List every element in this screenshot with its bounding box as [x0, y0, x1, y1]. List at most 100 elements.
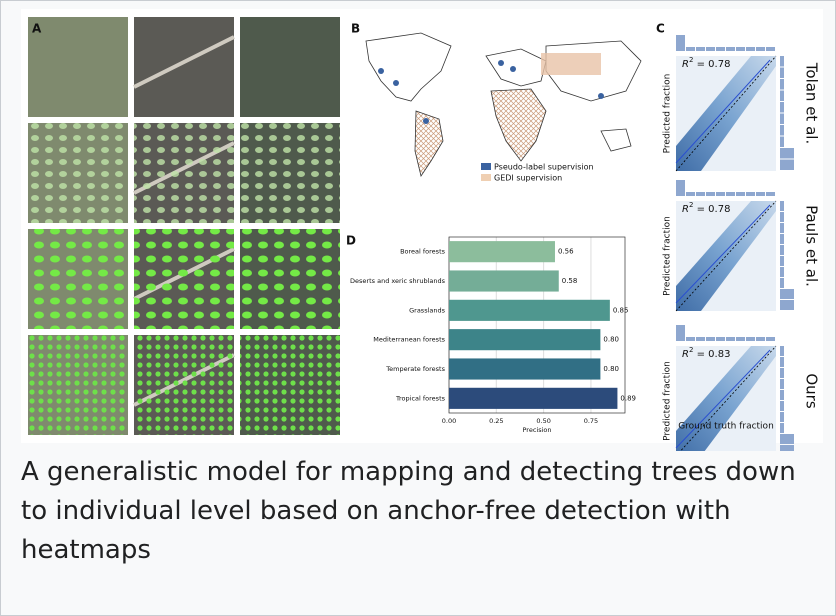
- marginal-hist: [780, 278, 784, 288]
- marginal-hist: [780, 379, 784, 389]
- marginal-hist: [780, 445, 794, 451]
- x-axis-label: Ground truth fraction: [678, 422, 774, 432]
- x-tick-label: 0.25: [489, 417, 503, 425]
- category-label: Deserts and xeric shrublands: [350, 277, 446, 285]
- marginal-hist: [780, 137, 784, 148]
- marginal-hist: [686, 192, 695, 196]
- panel-label: A: [32, 22, 42, 36]
- figure: A B Pseudo-label supervision GEDI superv…: [1, 1, 836, 451]
- category-label: Mediterranean forests: [373, 336, 445, 344]
- r2-value: 0.78: [708, 204, 730, 215]
- marginal-hist: [676, 180, 685, 196]
- marginal-hist: [736, 47, 745, 51]
- marginal-hist: [756, 337, 765, 341]
- marginal-hist: [766, 337, 775, 341]
- caption: A generalistic model for mapping and det…: [21, 453, 821, 570]
- marginal-hist: [756, 192, 765, 196]
- bar: [449, 300, 610, 321]
- bar: [449, 270, 559, 291]
- detection-overlay: [134, 335, 234, 435]
- image-tile: [28, 17, 128, 117]
- marginal-hist: [746, 47, 755, 51]
- method-label: Ours: [803, 373, 821, 408]
- x-tick-label: 0.75: [584, 417, 598, 425]
- marginal-hist: [780, 368, 784, 378]
- y-axis-label: Predicted fraction: [663, 361, 673, 441]
- marginal-hist: [726, 47, 735, 51]
- legend-label: GEDI supervision: [494, 174, 562, 183]
- r2-value: 0.78: [708, 59, 730, 70]
- marginal-hist: [716, 47, 725, 51]
- marginal-hist: [716, 192, 725, 196]
- marginal-hist: [726, 337, 735, 341]
- value-label: 0.80: [603, 336, 619, 344]
- value-label: 0.56: [558, 248, 574, 256]
- detection-overlay: [240, 123, 340, 223]
- method-label: Tolan et al.: [803, 62, 821, 144]
- marginal-hist: [696, 337, 705, 341]
- marginal-hist: [780, 160, 794, 171]
- detection-overlay: [240, 229, 340, 329]
- image-tile: [240, 17, 340, 117]
- marginal-hist: [780, 401, 784, 411]
- detection-overlay: [240, 335, 340, 435]
- marginal-hist: [780, 245, 784, 255]
- bar: [449, 388, 617, 409]
- marginal-hist: [780, 91, 784, 102]
- y-axis-label: Predicted fraction: [663, 216, 673, 296]
- image-tile: [134, 17, 234, 117]
- marginal-hist: [706, 337, 715, 341]
- marginal-hist: [780, 114, 784, 125]
- marginal-hist: [706, 47, 715, 51]
- y-axis-label: Predicted fraction: [663, 74, 673, 154]
- marginal-hist: [780, 434, 794, 444]
- marginal-hist: [756, 47, 765, 51]
- marginal-hist: [676, 325, 685, 341]
- method-label: Pauls et al.: [803, 205, 821, 287]
- marginal-hist: [780, 79, 784, 90]
- detection-overlay: [134, 123, 234, 223]
- marginal-hist: [766, 47, 775, 51]
- marginal-hist: [780, 346, 784, 356]
- marginal-hist: [736, 192, 745, 196]
- detection-overlay: [28, 335, 128, 435]
- category-label: Temperate forests: [385, 365, 445, 373]
- category-label: Tropical forests: [395, 394, 446, 402]
- marginal-hist: [780, 212, 784, 222]
- marginal-hist: [780, 289, 794, 299]
- marginal-hist: [780, 357, 784, 367]
- value-label: 0.80: [603, 365, 619, 373]
- category-label: Grasslands: [409, 306, 446, 314]
- marginal-hist: [780, 300, 794, 310]
- x-axis-label: Precision: [522, 426, 551, 434]
- marginal-hist: [766, 192, 775, 196]
- bar: [449, 241, 555, 262]
- panel-label: D: [346, 234, 356, 248]
- marginal-hist: [686, 47, 695, 51]
- marginal-hist: [696, 192, 705, 196]
- marginal-hist: [780, 390, 784, 400]
- marginal-hist: [780, 234, 784, 244]
- marginal-hist: [780, 102, 784, 113]
- marginal-hist: [726, 192, 735, 196]
- r2-value: 0.83: [708, 349, 730, 360]
- marginal-hist: [780, 201, 784, 211]
- detection-overlay: [134, 229, 234, 329]
- x-tick-label: 0.00: [442, 417, 456, 425]
- panel-label: B: [351, 22, 360, 36]
- bar: [449, 358, 600, 379]
- value-label: 0.89: [620, 394, 636, 402]
- marginal-hist: [716, 337, 725, 341]
- marginal-hist: [686, 337, 695, 341]
- detection-overlay: [28, 229, 128, 329]
- category-label: Boreal forests: [400, 248, 446, 256]
- legend-label: Pseudo-label supervision: [494, 163, 594, 172]
- marginal-hist: [780, 423, 784, 433]
- marginal-hist: [780, 56, 784, 67]
- marginal-hist: [780, 68, 784, 79]
- detection-overlay: [28, 123, 128, 223]
- marginal-hist: [780, 125, 784, 136]
- marginal-hist: [780, 148, 794, 159]
- figure-card: A B Pseudo-label supervision GEDI superv…: [0, 0, 836, 616]
- marginal-hist: [746, 192, 755, 196]
